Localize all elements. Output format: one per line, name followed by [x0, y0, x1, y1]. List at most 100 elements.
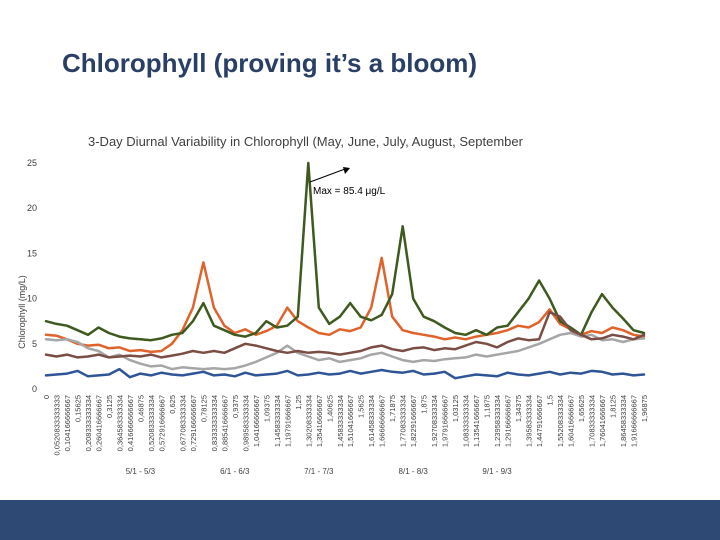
data-point-june	[108, 347, 110, 350]
data-point-may	[223, 373, 226, 376]
data-point-june	[559, 323, 561, 325]
data-point-august	[307, 162, 310, 164]
data-point-august	[370, 319, 373, 322]
data-point-september	[108, 356, 110, 359]
x-tick-label: 0,520833333334	[147, 395, 156, 451]
data-point-june	[328, 334, 331, 336]
x-tick-label: 0,885416666667	[220, 395, 229, 451]
data-point-june	[192, 306, 194, 309]
data-point-july	[569, 332, 572, 334]
x-tick-label: 1,5625	[357, 395, 366, 418]
x-tick-label: 1,19791666667	[283, 395, 292, 447]
data-point-september	[97, 353, 100, 356]
x-tick-label: 1,70833333334	[588, 395, 597, 447]
data-point-july	[45, 338, 47, 341]
data-point-june	[359, 326, 362, 329]
x-tick-label: 1,44791666667	[535, 395, 544, 447]
data-point-july	[391, 355, 394, 358]
data-point-september	[244, 343, 247, 345]
data-point-may	[108, 373, 110, 376]
x-tick-label: 0,625	[168, 395, 177, 414]
data-point-may	[359, 372, 362, 375]
x-tick-label: 1,08333333334	[462, 395, 471, 447]
data-point-september	[506, 341, 509, 343]
y-tick-label: 5	[32, 339, 37, 349]
data-point-june	[139, 349, 142, 351]
data-point-may	[401, 371, 404, 374]
data-point-june	[129, 350, 131, 352]
data-point-august	[160, 337, 163, 340]
data-point-june	[391, 315, 394, 318]
x-tick-label: 1,86458333334	[619, 395, 628, 447]
x-tick-label: 1,91666666667	[630, 395, 639, 447]
data-point-september	[580, 334, 582, 336]
data-point-august	[454, 332, 457, 334]
data-point-july	[276, 352, 278, 354]
data-point-august	[422, 315, 425, 318]
x-tick-label: 1,82291666667	[409, 395, 418, 447]
data-point-september	[297, 350, 299, 352]
data-point-june	[318, 332, 320, 334]
data-point-september	[276, 350, 278, 352]
data-point-may	[118, 368, 121, 370]
x-tick-label: 1,30208333334	[304, 395, 313, 447]
x-tick-label: 1,5	[546, 395, 555, 405]
data-point-july	[129, 359, 131, 361]
x-tick-label: 1,34375	[514, 395, 523, 422]
chart-title: 3-Day Diurnal Variability in Chlorophyll…	[88, 134, 523, 149]
data-point-july	[401, 359, 404, 361]
x-tick-label: 1,40625	[325, 395, 334, 422]
x-tick-label: 1,96875	[640, 395, 649, 422]
data-point-june	[160, 350, 163, 352]
x-tick-label: 1,76041666667	[598, 395, 607, 447]
data-point-august	[559, 320, 561, 322]
data-point-july	[150, 365, 152, 368]
data-point-june	[443, 338, 446, 341]
data-point-may	[412, 370, 415, 372]
data-point-june	[496, 332, 498, 334]
data-point-september	[160, 356, 163, 359]
data-point-august	[45, 320, 47, 322]
data-point-september	[255, 344, 257, 347]
data-point-may	[391, 371, 394, 373]
data-point-june	[244, 328, 247, 331]
data-point-june	[464, 338, 467, 341]
x-tick-label: 0	[42, 395, 51, 399]
data-point-june	[412, 332, 415, 334]
data-point-may	[548, 371, 551, 373]
data-point-may	[181, 374, 184, 377]
data-point-september	[475, 341, 477, 343]
x-tick-label: 0,989583333334	[241, 395, 250, 451]
series-line-july	[44, 331, 646, 371]
data-point-july	[265, 356, 268, 359]
data-point-august	[297, 315, 299, 318]
data-point-september	[485, 343, 488, 345]
annotation-arrowhead	[343, 167, 351, 174]
data-point-may	[276, 372, 278, 375]
data-point-september	[380, 344, 383, 347]
data-point-may	[454, 377, 457, 379]
data-point-may	[349, 370, 352, 372]
data-point-may	[622, 372, 624, 375]
data-point-july	[590, 334, 593, 336]
data-point-august	[380, 314, 383, 316]
data-point-september	[234, 347, 236, 350]
x-axis-ticks: 0 0,0520833333333 0,104166666667 0,15625 0,2…	[42, 395, 649, 455]
data-point-july	[76, 341, 79, 343]
data-point-august	[276, 326, 278, 329]
data-point-may	[286, 370, 289, 372]
data-point-september	[464, 344, 467, 347]
x-tick-label: 1,97916666667	[441, 395, 450, 447]
data-point-july	[328, 357, 331, 360]
data-point-may	[538, 372, 540, 375]
data-point-july	[506, 352, 509, 354]
data-point-may	[422, 373, 425, 376]
data-point-august	[129, 337, 131, 340]
data-point-july	[181, 366, 184, 369]
data-point-june	[97, 343, 100, 346]
data-point-july	[359, 357, 362, 360]
data-point-september	[45, 353, 47, 356]
data-point-september	[517, 337, 519, 340]
data-point-september	[538, 338, 540, 341]
data-point-september	[454, 348, 457, 350]
